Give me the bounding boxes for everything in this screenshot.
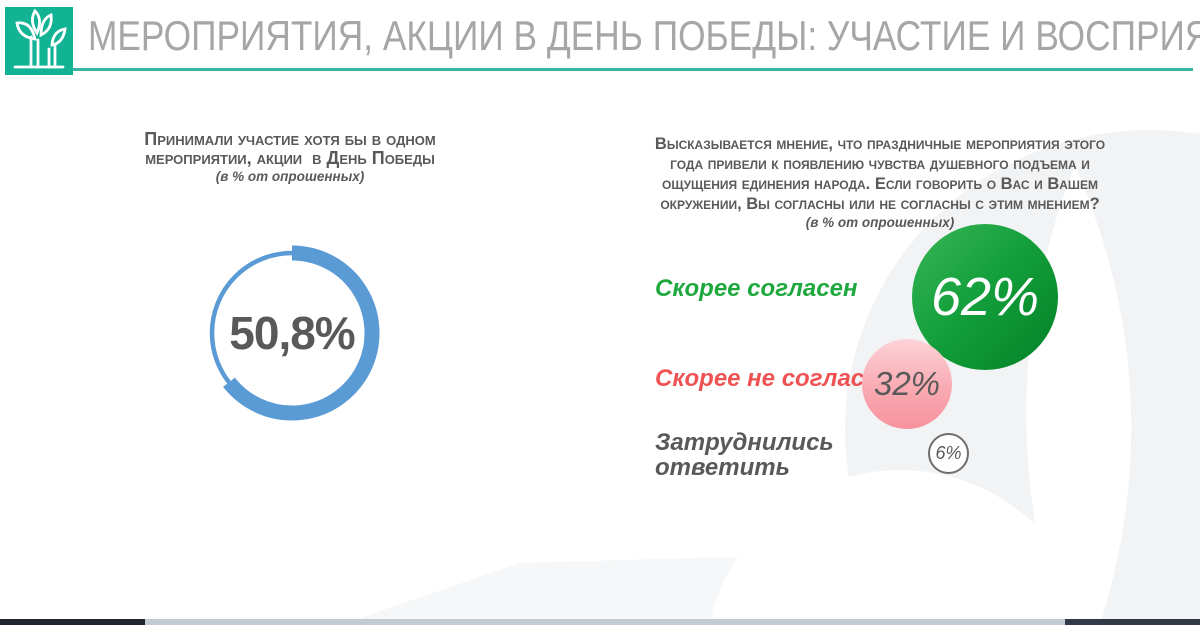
- left-question-line: мероприятии, акции в День Победы: [145, 148, 435, 168]
- right-question-line: окружении, Вы согласны или не согласны с…: [660, 195, 1100, 213]
- bottom-bar-left-segment: [0, 619, 145, 625]
- right-question-line: года привели к появлению чувства душевно…: [670, 155, 1090, 173]
- answer-value-dontknow: 6%: [935, 443, 962, 463]
- left-question-note: (в % от опрошенных): [215, 169, 365, 184]
- donut-chart: [182, 223, 402, 443]
- right-question: Высказывается мнение, что праздничные ме…: [592, 134, 1168, 231]
- answer-label-agree: Скорее согласен: [655, 275, 858, 302]
- answer-label-disagree: Скорее не согласен: [655, 365, 892, 392]
- left-question: Принимали участие хотя бы в одном меропр…: [85, 130, 495, 185]
- answer-label-dontknow: Затруднились ответить: [655, 429, 834, 481]
- right-question-line: ощущения единения народа. Если говорить …: [662, 175, 1098, 193]
- bottom-bar-right-segment: [1065, 619, 1200, 625]
- slide-title: МЕРОПРИЯТИЯ, АКЦИИ В ДЕНЬ ПОБЕДЫ: УЧАСТИ…: [88, 12, 1200, 59]
- title-underline: [73, 68, 1193, 71]
- answer-bubble-dontknow: 6%: [928, 433, 969, 474]
- answer-value-disagree: 32%: [873, 365, 941, 402]
- right-question-line: Высказывается мнение, что праздничные ме…: [654, 135, 1106, 153]
- right-question-note: (в % от опрошенных): [805, 215, 955, 230]
- bottom-bar: [0, 619, 1200, 625]
- answer-bubble-disagree: 32%: [862, 339, 952, 429]
- donut-value: 50,8%: [229, 307, 355, 359]
- bottom-bar-middle-segment: [145, 619, 1065, 625]
- donut-ring-icon: [209, 245, 380, 421]
- tree-logo-icon: [13, 8, 67, 69]
- answer-bubble-agree: 62%: [912, 224, 1058, 370]
- logo: [5, 7, 73, 75]
- answer-value-agree: 62%: [930, 267, 1040, 327]
- left-question-line: Принимали участие хотя бы в одном: [144, 129, 436, 149]
